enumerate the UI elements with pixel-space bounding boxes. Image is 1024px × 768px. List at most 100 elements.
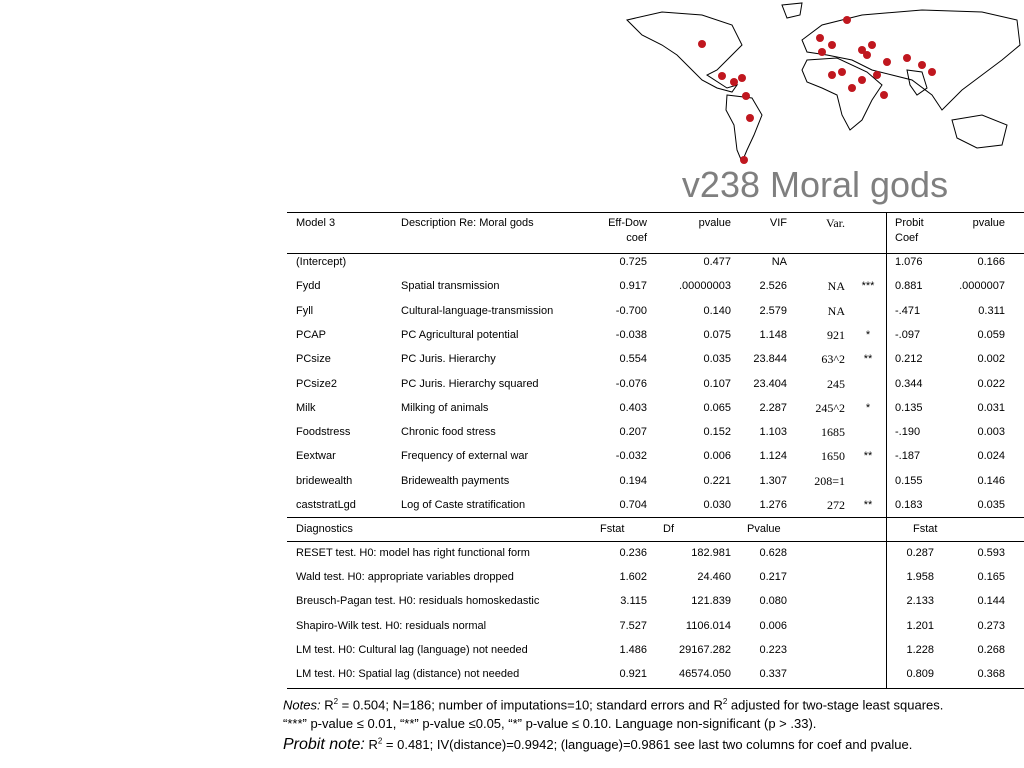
cell: PC Juris. Hierarchy squared	[401, 377, 539, 390]
cell: 245	[827, 376, 845, 391]
header-cell: VIF	[769, 217, 787, 229]
header-cell: Pvalue	[747, 523, 781, 535]
cell: 0.003	[977, 426, 1005, 439]
cell: 0.273	[977, 619, 1005, 632]
cell: PC Juris. Hierarchy	[401, 353, 496, 366]
cell: 0.006	[703, 450, 731, 463]
cell: Fydd	[296, 280, 321, 293]
cell: 1.148	[759, 328, 787, 341]
cell: 0.165	[977, 571, 1005, 584]
cell: 0.236	[619, 547, 647, 559]
cell: 1.103	[759, 426, 787, 439]
cell: 0.223	[759, 643, 787, 656]
cell: 245^2	[815, 400, 845, 415]
cell: 0.212	[895, 353, 923, 366]
cell: 29167.282	[679, 643, 731, 656]
cell: Bridewealth payments	[401, 474, 510, 487]
cell: 0.477	[703, 256, 731, 268]
header-cell: Model 3	[296, 217, 336, 229]
header-cell: pvalue	[698, 217, 731, 229]
cell: .0000007	[959, 280, 1005, 293]
cell: Spatial transmission	[401, 280, 500, 293]
cell: 0.881	[895, 280, 923, 293]
cell: 0.166	[977, 256, 1005, 268]
cell: 0.024	[977, 450, 1005, 463]
text: R	[364, 737, 378, 752]
cell: 0.075	[703, 328, 731, 341]
cell: 1685	[821, 425, 845, 440]
cell: -.471	[895, 304, 921, 317]
cell: 3.115	[620, 595, 647, 608]
cell: 0.059	[977, 328, 1005, 341]
cell: 0.035	[977, 499, 1005, 511]
cell: Frequency of external war	[401, 450, 529, 463]
cell: -0.032	[615, 450, 647, 463]
notes-line: “***” p-value ≤ 0.01, “**” p-value ≤0.05…	[283, 716, 817, 731]
cell: LM test. H0: Spatial lag (distance) not …	[296, 668, 520, 680]
probit-note: Probit note: R2 = 0.481; IV(distance)=0.…	[283, 736, 912, 754]
text: = 0.504; N=186; number of imputations=10…	[338, 697, 723, 713]
cell: Foodstress	[296, 426, 351, 439]
text: R	[320, 697, 334, 713]
cell: **	[863, 499, 873, 511]
cell: bridewealth	[296, 474, 353, 487]
header-cell: Eff-Dow coef	[608, 217, 647, 244]
cell: NA	[827, 303, 845, 318]
cell: Shapiro-Wilk test. H0: residuals normal	[296, 619, 487, 632]
header-cell: Fstat	[913, 523, 938, 535]
cell: 2.287	[759, 401, 787, 414]
cell: -.190	[895, 426, 921, 439]
map-outlines	[626, 2, 1021, 164]
cell: 0.704	[619, 499, 647, 511]
cell: Milking of animals	[401, 401, 489, 414]
cell: 1.276	[759, 499, 787, 511]
cell: 0.725	[619, 256, 647, 268]
cell: 2.133	[906, 595, 934, 608]
cell: 63^2	[821, 352, 845, 367]
cell: 46574.050	[679, 668, 731, 680]
cell: -0.700	[615, 304, 647, 317]
cell: 1.124	[759, 450, 787, 463]
cell: RESET test. H0: model has right function…	[296, 547, 530, 559]
cell: 0.221	[703, 474, 731, 487]
cell: 1.076	[895, 256, 923, 268]
cell: NA	[771, 256, 787, 268]
cell: 0.268	[977, 643, 1005, 656]
cell: 0.002	[977, 353, 1005, 366]
cell: 0.628	[759, 547, 787, 559]
cell: 272	[827, 498, 845, 512]
cell: 182.981	[691, 547, 731, 559]
sup: 2	[722, 697, 728, 706]
cell: 1.602	[619, 571, 647, 584]
rule	[886, 212, 887, 688]
cell: caststratLgd	[296, 499, 356, 511]
cell: Eextwar	[296, 450, 336, 463]
cell: 1.958	[906, 571, 934, 584]
title: v238 Moral gods	[681, 164, 949, 205]
cell: **	[863, 450, 873, 463]
cell: 208=1	[814, 473, 845, 488]
sup: 2	[333, 697, 339, 706]
header-cell: Description Re: Moral gods	[401, 217, 534, 229]
cell: 0.152	[703, 426, 731, 439]
cell: 0.207	[619, 426, 647, 439]
cell: 24.460	[697, 571, 731, 584]
cell: *	[865, 401, 871, 414]
cell: PCAP	[296, 328, 326, 341]
cell: **	[863, 353, 873, 366]
cell: -0.038	[615, 328, 647, 341]
rule	[287, 688, 1024, 689]
cell: 1.307	[759, 474, 787, 487]
cell: 23.404	[753, 377, 787, 390]
cell: 0.809	[906, 668, 934, 680]
cell: Breusch-Pagan test. H0: residuals homosk…	[296, 595, 540, 608]
cell: NA	[827, 279, 845, 294]
cell: 0.183	[895, 499, 923, 511]
cell: 0.107	[703, 377, 731, 390]
sup: 2	[377, 736, 383, 746]
cell: 0.403	[619, 401, 647, 414]
cell: 0.287	[906, 547, 934, 559]
cell: 0.344	[895, 377, 923, 390]
map-points	[698, 16, 936, 164]
